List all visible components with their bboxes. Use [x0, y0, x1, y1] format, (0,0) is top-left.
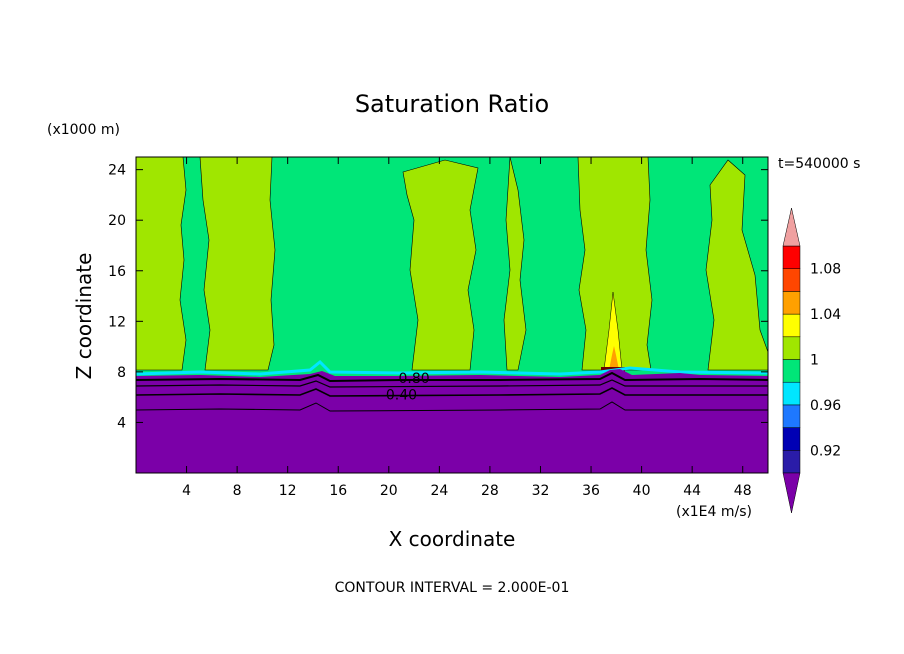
- x-tick-label: 48: [734, 483, 752, 499]
- contour-value-label: 0.80: [398, 371, 429, 387]
- x-tick-label: 40: [633, 483, 651, 499]
- contour-value-label: 0.40: [386, 388, 417, 404]
- y-tick-label: 20: [108, 213, 126, 229]
- colorbar-swatch: [782, 268, 801, 292]
- colorbar-swatch: [782, 450, 801, 474]
- colorbar-max-arrow: [782, 207, 801, 247]
- y-tick-label: 12: [108, 314, 126, 330]
- contour-plot-area: 0.800.40 4 8 12 16 20 24 28 32 36 40 44 48481216202…: [108, 156, 769, 499]
- x-tick-label: 12: [279, 483, 297, 499]
- colorbar-swatch: [782, 381, 801, 406]
- colorbar-swatch: [782, 336, 801, 360]
- plot-frame: [135, 156, 769, 474]
- colorbar-label: 1: [810, 353, 819, 369]
- x-tick-label: 4: [182, 483, 191, 499]
- colorbar-label: 1.08: [810, 262, 841, 278]
- colorbar-label: 0.92: [810, 443, 841, 459]
- colorbar-swatch: [782, 404, 801, 428]
- x-tick-label: 32: [532, 483, 550, 499]
- colorbar-swatch: [782, 313, 801, 338]
- colorbar-swatch: [782, 245, 801, 269]
- x-axis-label: X coordinate: [389, 527, 516, 551]
- contour-labels: 0.800.40: [386, 371, 430, 403]
- colorbar-swatch: [782, 427, 801, 451]
- time-label: t=540000 s: [778, 156, 860, 172]
- y-tick-label: 4: [117, 415, 126, 431]
- y-tick-label: 16: [108, 264, 126, 280]
- contour-interval-note: CONTOUR INTERVAL = 2.000E-01: [335, 580, 570, 596]
- y-tick-label: 24: [108, 163, 126, 179]
- contour-lines: [135, 371, 769, 412]
- x-tick-label: 28: [481, 483, 499, 499]
- x-unit-label: (x1E4 m/s): [676, 504, 752, 520]
- x-tick-label: 16: [329, 483, 347, 499]
- transition-band: [135, 359, 769, 376]
- x-tick-label: 24: [430, 483, 448, 499]
- y-unit-label: (x1000 m): [47, 122, 120, 138]
- y-axis-label: Z coordinate: [72, 253, 96, 380]
- x-tick-label: 8: [233, 483, 242, 499]
- x-tick-label: 36: [582, 483, 600, 499]
- colorbar-label: 0.96: [810, 398, 841, 414]
- x-tick-label: 20: [380, 483, 398, 499]
- x-tick-label: 44: [683, 483, 701, 499]
- colorbar-label: 1.04: [810, 307, 841, 323]
- colorbar: 1.08 1.04 1 0.96 0.92: [782, 207, 841, 514]
- colorbar-swatch: [782, 359, 801, 383]
- chart-title: Saturation Ratio: [355, 90, 549, 118]
- colorbar-swatch: [782, 291, 801, 315]
- colorbar-min-arrow: [782, 472, 801, 514]
- supersaturated-regions: [135, 156, 769, 371]
- y-tick-label: 8: [117, 365, 126, 381]
